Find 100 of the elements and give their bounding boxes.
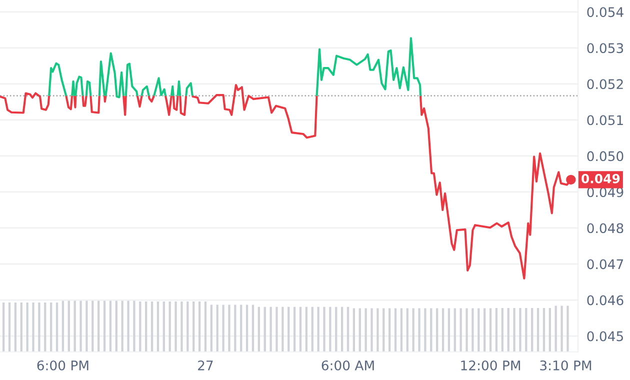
bar (346, 306, 350, 352)
bar (103, 300, 106, 352)
bar (418, 308, 420, 352)
bar (50, 302, 52, 352)
bar (222, 304, 224, 352)
bar (519, 308, 522, 352)
bar (442, 308, 444, 352)
bar (466, 308, 468, 352)
bar (74, 300, 76, 352)
bar (424, 308, 426, 352)
bar (489, 308, 492, 352)
bar (246, 304, 248, 352)
x-tick-label: 27 (198, 360, 213, 370)
bar (288, 306, 290, 352)
bar (454, 308, 456, 352)
bar (270, 306, 272, 352)
bar (264, 306, 266, 352)
bar (150, 301, 154, 352)
bar (430, 308, 432, 352)
bar (44, 302, 46, 352)
bar (186, 301, 189, 352)
x-tick-label: 6:00 AM (322, 360, 374, 370)
bar (174, 301, 177, 352)
bar (109, 300, 112, 352)
bar (20, 302, 22, 352)
bar (507, 308, 510, 352)
bar (204, 301, 207, 352)
bar (62, 300, 64, 352)
x-tick-label: 6:00 PM (37, 360, 88, 370)
y-tick-label: 0.051 (587, 115, 623, 126)
bar (252, 304, 254, 352)
bar (472, 308, 474, 352)
bar (234, 304, 236, 352)
bar (210, 304, 212, 352)
bar (68, 300, 70, 352)
bar (192, 301, 195, 352)
bar (448, 308, 450, 352)
bar (311, 306, 314, 352)
bar (376, 308, 379, 352)
bar (484, 308, 486, 352)
bar (198, 301, 201, 352)
bar (536, 308, 540, 352)
y-tick-label: 0.046 (587, 295, 624, 306)
bar (400, 308, 403, 352)
x-tick-label: 3:10 PM (540, 360, 592, 370)
bar (168, 301, 171, 352)
bar (8, 302, 11, 352)
bar (460, 308, 462, 352)
bar (329, 306, 332, 352)
bar (340, 306, 344, 352)
bar (121, 300, 124, 352)
y-tick-label: 0.050 (587, 151, 624, 162)
bar (436, 308, 438, 352)
bar (566, 306, 569, 352)
bar (412, 308, 414, 352)
bar (98, 300, 100, 352)
bar (276, 306, 278, 352)
bar (282, 306, 284, 352)
bar (501, 308, 504, 352)
bar (513, 308, 516, 352)
bar (358, 308, 361, 352)
bar (145, 301, 148, 352)
bar (299, 306, 302, 352)
bar (80, 300, 82, 352)
bar (240, 304, 242, 352)
bar (38, 302, 40, 352)
bar (406, 308, 408, 352)
bar (26, 302, 28, 352)
bar (162, 301, 165, 352)
bar (478, 308, 480, 352)
bar (127, 300, 130, 352)
y-tick-label: 0.045 (587, 331, 623, 342)
bar (525, 308, 528, 352)
bar (323, 306, 326, 352)
bar (394, 308, 397, 352)
bar (180, 301, 183, 352)
bar (560, 306, 563, 352)
bar (139, 301, 142, 352)
bar (335, 306, 338, 352)
bar (370, 308, 373, 352)
x-tick-label: 12:00 PM (461, 360, 520, 370)
y-tick-label: 0.053 (587, 43, 624, 54)
bar (2, 302, 5, 352)
bar (86, 300, 88, 352)
bar (258, 306, 260, 352)
bar (305, 306, 308, 352)
y-tick-label: 0.048 (587, 223, 624, 234)
bar (382, 308, 385, 352)
bar (542, 308, 546, 352)
y-tick-label: 0.047 (587, 259, 624, 270)
bar (495, 308, 498, 352)
bar (364, 308, 367, 352)
y-tick-label: 0.052 (587, 79, 623, 90)
bar (115, 300, 118, 352)
bar (156, 301, 160, 352)
bar (216, 304, 218, 352)
bar (531, 308, 534, 352)
bar (14, 302, 17, 352)
bar (92, 300, 94, 352)
bar (554, 306, 557, 352)
